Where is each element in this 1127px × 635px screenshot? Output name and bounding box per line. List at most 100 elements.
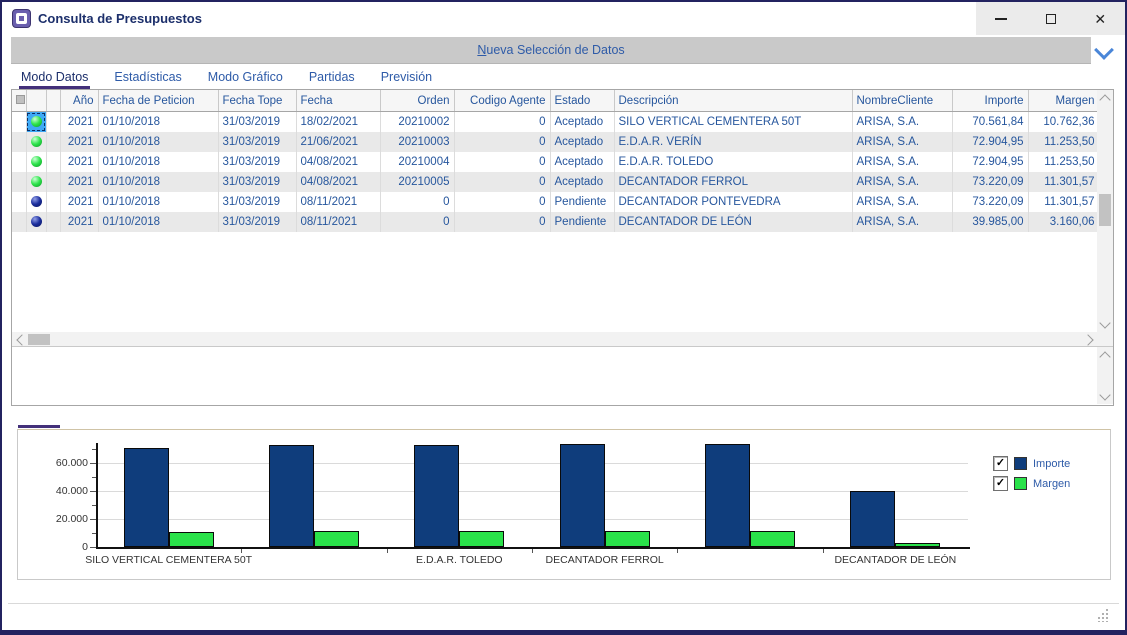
new-data-selection-link[interactable]: Nueva Selección de Datos bbox=[477, 43, 625, 57]
column-header-estado[interactable]: Estado bbox=[550, 90, 615, 112]
cell-codigo_agente[interactable]: 0 bbox=[454, 111, 551, 132]
cell-fecha[interactable]: 21/06/2021 bbox=[296, 132, 381, 152]
column-header-spacer[interactable] bbox=[46, 90, 61, 112]
row-status-cell[interactable] bbox=[26, 172, 47, 192]
column-header-fecha_peticion[interactable]: Fecha de Peticion bbox=[98, 90, 219, 112]
cell-margen[interactable]: 11.253,50 bbox=[1028, 132, 1097, 152]
column-header-importe[interactable]: Importe bbox=[952, 90, 1029, 112]
table-row[interactable]: 2021 01/10/2018 31/03/2019 08/11/2021 0 0 Pend… bbox=[12, 192, 1097, 212]
column-header-ball[interactable] bbox=[26, 90, 47, 112]
cell-orden[interactable]: 20210005 bbox=[380, 172, 455, 192]
cell-fecha_peticion[interactable]: 01/10/2018 bbox=[98, 132, 219, 152]
resize-grip[interactable] bbox=[1098, 606, 1112, 622]
scroll-down-arrow-icon[interactable] bbox=[1097, 388, 1113, 404]
cell-descripcion[interactable]: DECANTADOR DE LEÓN bbox=[614, 212, 853, 232]
cell-fecha_peticion[interactable]: 01/10/2018 bbox=[98, 212, 219, 232]
cell-descripcion[interactable]: E.D.A.R. TOLEDO bbox=[614, 152, 853, 172]
cell-descripcion[interactable]: DECANTADOR PONTEVEDRA bbox=[614, 192, 853, 212]
cell-fecha_tope[interactable]: 31/03/2019 bbox=[218, 111, 297, 132]
cell-fecha[interactable]: 08/11/2021 bbox=[296, 192, 381, 212]
cell-fecha[interactable]: 08/11/2021 bbox=[296, 212, 381, 232]
cell-importe[interactable]: 39.985,00 bbox=[952, 212, 1029, 232]
spacer-cell[interactable] bbox=[46, 192, 61, 212]
minimize-button[interactable] bbox=[976, 2, 1026, 35]
cell-nombre_cliente[interactable]: ARISA, S.A. bbox=[852, 152, 953, 172]
column-header-fecha_tope[interactable]: Fecha Tope bbox=[218, 90, 297, 112]
grid-hscroll-thumb[interactable] bbox=[28, 334, 50, 345]
cell-fecha_peticion[interactable]: 01/10/2018 bbox=[98, 192, 219, 212]
cell-ano[interactable]: 2021 bbox=[60, 212, 99, 232]
cell-margen[interactable]: 11.301,57 bbox=[1028, 172, 1097, 192]
column-header-ano[interactable]: Año bbox=[60, 90, 99, 112]
cell-estado[interactable]: Pendiente bbox=[550, 212, 615, 232]
table-row[interactable]: 2021 01/10/2018 31/03/2019 21/06/2021 202100… bbox=[12, 132, 1097, 152]
spacer-cell[interactable] bbox=[46, 132, 61, 152]
cell-fecha_peticion[interactable]: 01/10/2018 bbox=[98, 111, 219, 132]
tab-modo-grafico[interactable]: Modo Gráfico bbox=[207, 70, 283, 84]
chevron-down-icon[interactable] bbox=[1094, 40, 1114, 60]
grid-vscroll-thumb[interactable] bbox=[1099, 194, 1111, 226]
column-header-nombre_cliente[interactable]: NombreCliente bbox=[852, 90, 953, 112]
cell-margen[interactable]: 3.160,06 bbox=[1028, 212, 1097, 232]
column-header-codigo_agente[interactable]: Codigo Agente bbox=[454, 90, 551, 112]
cell-nombre_cliente[interactable]: ARISA, S.A. bbox=[852, 212, 953, 232]
cell-ano[interactable]: 2021 bbox=[60, 152, 99, 172]
row-status-cell[interactable] bbox=[26, 111, 47, 132]
cell-codigo_agente[interactable]: 0 bbox=[454, 152, 551, 172]
cell-ano[interactable]: 2021 bbox=[60, 192, 99, 212]
cell-nombre_cliente[interactable]: ARISA, S.A. bbox=[852, 172, 953, 192]
grid-vertical-scrollbar[interactable] bbox=[1097, 90, 1113, 332]
row-status-cell[interactable] bbox=[26, 152, 47, 172]
tab-partidas[interactable]: Partidas bbox=[308, 70, 355, 84]
cell-importe[interactable]: 72.904,95 bbox=[952, 132, 1029, 152]
importe-checkbox[interactable]: ✓ bbox=[993, 456, 1008, 471]
subpanel-vertical-scrollbar[interactable] bbox=[1097, 347, 1113, 404]
cell-importe[interactable]: 73.220,09 bbox=[952, 192, 1029, 212]
row-status-cell[interactable] bbox=[26, 212, 47, 232]
cell-margen[interactable]: 11.301,57 bbox=[1028, 192, 1097, 212]
cell-ano[interactable]: 2021 bbox=[60, 132, 99, 152]
scroll-up-arrow-icon[interactable] bbox=[1097, 90, 1113, 106]
cell-estado[interactable]: Aceptado bbox=[550, 172, 615, 192]
cell-codigo_agente[interactable]: 0 bbox=[454, 192, 551, 212]
column-header-indicator[interactable] bbox=[12, 90, 27, 112]
table-row[interactable]: 2021 01/10/2018 31/03/2019 18/02/2021 202100… bbox=[12, 111, 1097, 132]
spacer-cell[interactable] bbox=[46, 152, 61, 172]
row-status-cell[interactable] bbox=[26, 192, 47, 212]
table-row[interactable]: 2021 01/10/2018 31/03/2019 04/08/2021 202100… bbox=[12, 172, 1097, 192]
cell-importe[interactable]: 73.220,09 bbox=[952, 172, 1029, 192]
column-header-descripcion[interactable]: Descripción bbox=[614, 90, 853, 112]
cell-orden[interactable]: 20210002 bbox=[380, 111, 455, 132]
spacer-cell[interactable] bbox=[46, 212, 61, 232]
cell-fecha[interactable]: 18/02/2021 bbox=[296, 111, 381, 132]
cell-fecha_tope[interactable]: 31/03/2019 bbox=[218, 212, 297, 232]
cell-estado[interactable]: Pendiente bbox=[550, 192, 615, 212]
cell-orden[interactable]: 20210004 bbox=[380, 152, 455, 172]
indicator-cell[interactable] bbox=[12, 111, 27, 132]
cell-estado[interactable]: Aceptado bbox=[550, 132, 615, 152]
tab-estadisticas[interactable]: Estadísticas bbox=[114, 70, 182, 84]
cell-importe[interactable]: 70.561,84 bbox=[952, 111, 1029, 132]
cell-codigo_agente[interactable]: 0 bbox=[454, 132, 551, 152]
cell-importe[interactable]: 72.904,95 bbox=[952, 152, 1029, 172]
cell-descripcion[interactable]: SILO VERTICAL CEMENTERA 50T bbox=[614, 111, 853, 132]
cell-fecha_tope[interactable]: 31/03/2019 bbox=[218, 172, 297, 192]
indicator-cell[interactable] bbox=[12, 212, 27, 232]
spacer-cell[interactable] bbox=[46, 172, 61, 192]
cell-descripcion[interactable]: E.D.A.R. VERÍN bbox=[614, 132, 853, 152]
indicator-cell[interactable] bbox=[12, 132, 27, 152]
cell-margen[interactable]: 11.253,50 bbox=[1028, 152, 1097, 172]
cell-orden[interactable]: 0 bbox=[380, 192, 455, 212]
column-header-fecha[interactable]: Fecha bbox=[296, 90, 381, 112]
cell-estado[interactable]: Aceptado bbox=[550, 111, 615, 132]
cell-ano[interactable]: 2021 bbox=[60, 111, 99, 132]
scroll-up-arrow-icon[interactable] bbox=[1097, 347, 1113, 363]
close-button[interactable]: ✕ bbox=[1075, 2, 1125, 35]
cell-codigo_agente[interactable]: 0 bbox=[454, 172, 551, 192]
cell-nombre_cliente[interactable]: ARISA, S.A. bbox=[852, 132, 953, 152]
cell-fecha[interactable]: 04/08/2021 bbox=[296, 152, 381, 172]
scroll-down-arrow-icon[interactable] bbox=[1097, 316, 1113, 332]
tab-modo-datos[interactable]: Modo Datos bbox=[19, 70, 91, 89]
cell-nombre_cliente[interactable]: ARISA, S.A. bbox=[852, 111, 953, 132]
cell-estado[interactable]: Aceptado bbox=[550, 152, 615, 172]
